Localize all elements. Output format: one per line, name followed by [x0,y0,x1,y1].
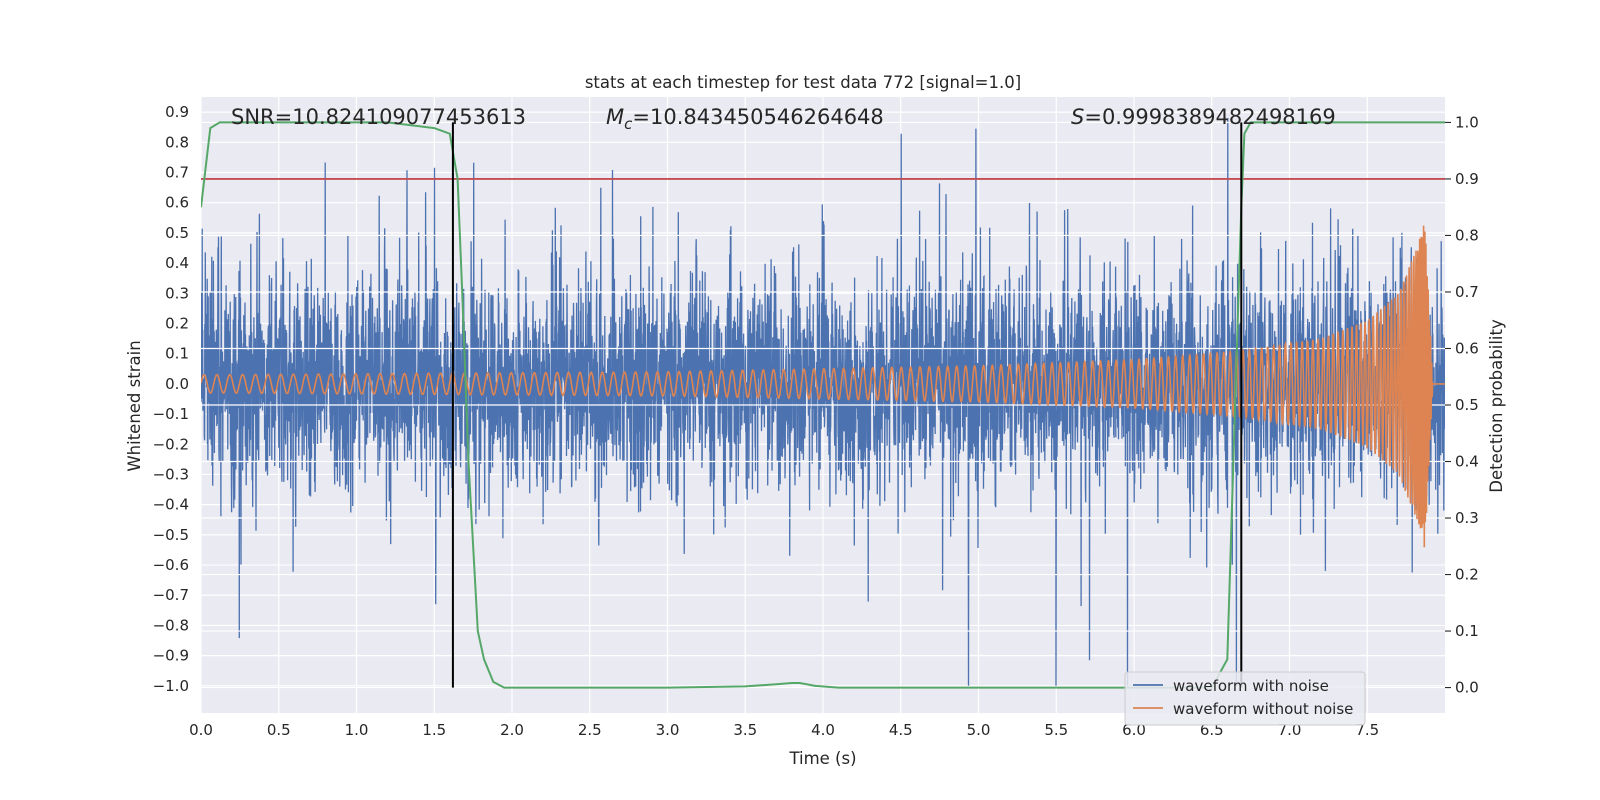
annotation-chirp-mass-subscript: c [624,115,633,133]
x-tick-label: 4.5 [889,721,913,739]
y-right-tick-label: 0.4 [1455,453,1479,471]
y-left-tick-label: −0.9 [153,647,189,665]
y-right-tick-label: 0.3 [1455,509,1479,527]
y-left-tick-label: 0.2 [165,314,189,332]
chart-title: stats at each timestep for test data 772… [585,73,1021,92]
y-left-tick-label: −0.7 [153,586,189,604]
x-tick-label: 3.0 [656,721,680,739]
annotation-chirp-mass-value: =10.843450546264648 [632,105,883,129]
x-tick-label: 1.5 [422,721,446,739]
y-left-axis-label: Whitened strain [125,340,144,471]
series-waveform-without-noise [201,225,1445,548]
annotation-chirp-mass: Mc=10.843450546264648 [606,105,884,133]
y-right-tick-label: 0.8 [1455,226,1479,244]
y-left-tick-label: 0.0 [165,375,189,393]
y-left-tick-label: 0.1 [165,345,189,363]
y-left-tick-label: −0.6 [153,556,189,574]
y-right-tick-labels: 0.0 0.1 0.2 0.3 0.4 0.5 0.6 0.7 0.8 0.9 1.0 [1445,113,1479,697]
y-left-tick-label: −0.1 [153,405,189,423]
x-tick-label: 3.5 [733,721,757,739]
y-right-tick-label: 1.0 [1455,113,1479,131]
x-axis-label: Time (s) [788,749,856,768]
y-right-tick-label: 0.6 [1455,339,1479,357]
x-tick-label: 0.0 [189,721,213,739]
y-left-tick-label: −0.4 [153,496,189,514]
y-left-tick-label: 0.7 [165,163,189,181]
y-left-tick-label: −0.5 [153,526,189,544]
y-right-tick-label: 0.7 [1455,283,1479,301]
y-right-tick-label: 0.9 [1455,170,1479,188]
y-right-axis-label: Detection probability [1487,319,1506,493]
legend-box [1124,671,1366,726]
annotation-chirp-mass-symbol: M [606,105,624,129]
x-tick-label: 2.0 [500,721,524,739]
legend: waveform with noise waveform without noi… [1124,671,1366,726]
annotation-score-symbol: S [1071,105,1084,129]
y-right-tick-label: 0.0 [1455,679,1479,697]
y-right-tick-label: 0.5 [1455,396,1479,414]
annotation-score-value: =0.9998389482498169 [1084,105,1335,129]
y-left-tick-label: 0.9 [165,103,189,121]
y-right-tick-label: 0.2 [1455,566,1479,584]
x-tick-label: 0.5 [267,721,291,739]
series-detection-probability [201,121,1445,689]
y-left-tick-label: 0.3 [165,284,189,302]
y-left-tick-label: −1.0 [153,677,189,695]
y-left-tick-label: −0.3 [153,465,189,483]
x-tick-label: 5.5 [1044,721,1068,739]
x-tick-label: 1.0 [345,721,369,739]
legend-label-clean: waveform without noise [1173,700,1353,718]
y-left-tick-label: 0.4 [165,254,189,272]
x-tick-label: 5.0 [967,721,991,739]
x-tick-label: 2.5 [578,721,602,739]
annotation-score: S=0.9998389482498169 [1071,105,1336,129]
event-markers [451,122,1243,688]
annotation-snr: SNR=10.824109077453613 [231,105,526,129]
x-tick-label: 4.0 [811,721,835,739]
y-left-tick-label: −0.2 [153,435,189,453]
y-right-tick-label: 0.1 [1455,622,1479,640]
y-left-tick-label: −0.8 [153,616,189,634]
y-left-tick-label: 0.6 [165,194,189,212]
y-left-tick-label: 0.8 [165,133,189,151]
y-left-tick-label: 0.5 [165,224,189,242]
y-left-tick-labels: −1.0 −0.9 −0.8 −0.7 −0.6 −0.5 −0.4 −0.3 −0.2 −0.1… [153,103,189,695]
legend-label-noise: waveform with noise [1173,677,1329,695]
